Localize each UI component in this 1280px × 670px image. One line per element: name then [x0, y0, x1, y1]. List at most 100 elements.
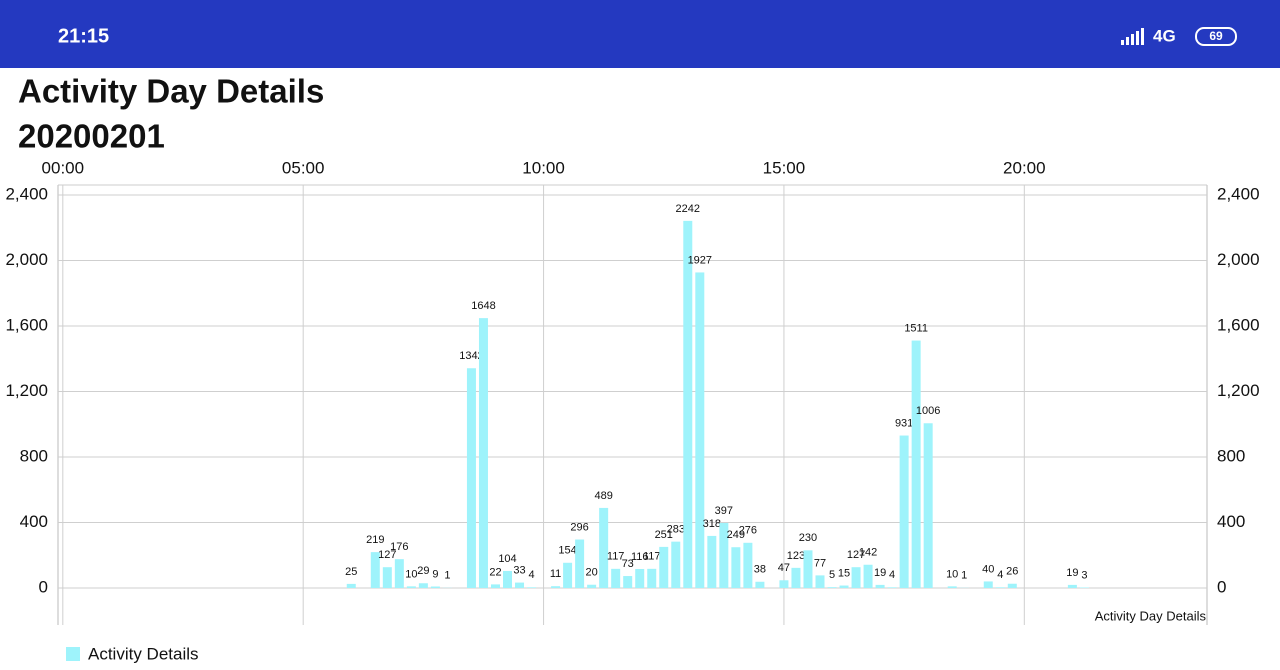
y-tick-label: 2,400 — [5, 184, 48, 203]
bar — [839, 585, 849, 588]
y-tick-label: 1,600 — [5, 315, 48, 334]
bar-value-label: 1927 — [688, 254, 712, 266]
bar-value-label: 489 — [594, 490, 612, 502]
bar — [743, 542, 753, 588]
bar — [382, 567, 392, 588]
bar — [406, 586, 416, 588]
bar — [923, 423, 933, 588]
x-tick-label: 05:00 — [282, 158, 325, 177]
bar — [1007, 583, 1017, 588]
bar-value-label: 10 — [946, 568, 958, 580]
bar — [478, 318, 488, 588]
bar-value-label: 318 — [703, 518, 721, 530]
bar-value-label: 10 — [405, 568, 417, 580]
bar — [527, 587, 537, 588]
bar-value-label: 127 — [847, 549, 865, 561]
bar — [899, 435, 909, 588]
bar — [346, 583, 356, 588]
bar-value-label: 251 — [655, 529, 673, 541]
bar-value-label: 116 — [631, 551, 649, 563]
network-type: 4G — [1153, 26, 1176, 45]
bar — [719, 522, 729, 588]
bar-value-label: 127 — [378, 549, 396, 561]
bar — [695, 272, 705, 588]
x-tick-label: 10:00 — [522, 158, 565, 177]
bar-value-label: 5 — [829, 569, 835, 581]
bar — [370, 552, 380, 588]
bar — [611, 568, 621, 588]
legend-label: Activity Details — [88, 644, 199, 663]
y-tick-label-right: 2,400 — [1217, 184, 1260, 203]
status-time: 21:15 — [58, 25, 109, 47]
bar-value-label: 1342 — [459, 350, 483, 362]
page-title: Activity Day Details — [18, 73, 324, 110]
y-tick-label-right: 2,000 — [1217, 250, 1260, 269]
bar-value-label: 11 — [550, 568, 561, 580]
bar — [911, 340, 921, 588]
bar-value-label: 22 — [489, 566, 501, 578]
bar-value-label: 73 — [622, 558, 634, 570]
y-tick-label-right: 400 — [1217, 512, 1245, 531]
bar — [418, 583, 428, 588]
bar — [623, 576, 633, 588]
bar — [731, 547, 741, 588]
bar-value-label: 123 — [787, 550, 805, 562]
bar — [515, 582, 525, 588]
bar — [851, 567, 861, 588]
y-tick-label: 400 — [20, 512, 48, 531]
bar-value-label: 117 — [607, 551, 625, 563]
bar-value-label: 33 — [513, 564, 525, 576]
y-tick-label: 0 — [39, 577, 48, 596]
bar-value-label: 1648 — [471, 300, 495, 312]
bar — [815, 575, 825, 588]
battery-level: 69 — [1209, 29, 1223, 43]
bar — [827, 587, 837, 588]
bar — [503, 570, 513, 588]
bar — [995, 587, 1005, 588]
bar — [563, 562, 573, 588]
bar — [779, 580, 789, 588]
bar-value-label: 4 — [997, 569, 1003, 581]
bar-value-label: 25 — [345, 566, 357, 578]
y-tick-label-right: 0 — [1217, 577, 1226, 596]
bar-value-label: 2242 — [676, 203, 700, 215]
bar — [671, 541, 681, 588]
bar-value-label: 15 — [838, 567, 850, 579]
x-tick-label: 20:00 — [1003, 158, 1046, 177]
bar — [983, 581, 993, 588]
bar — [659, 546, 669, 588]
x-tick-label: 00:00 — [42, 158, 85, 177]
y-tick-label: 800 — [20, 446, 48, 465]
y-tick-label-right: 1,600 — [1217, 315, 1260, 334]
bar-value-label: 117 — [643, 551, 661, 563]
chart-description: Activity Day Details — [1095, 608, 1207, 623]
bar-value-label: 142 — [859, 547, 877, 559]
bar-value-label: 1511 — [904, 322, 928, 334]
bar — [683, 220, 693, 588]
bar-value-label: 104 — [498, 553, 516, 565]
status-bar — [0, 0, 1280, 68]
bar — [466, 368, 476, 588]
bar-value-label: 19 — [874, 567, 886, 579]
bar-value-label: 230 — [799, 532, 817, 544]
bar-value-label: 38 — [754, 564, 766, 576]
bar-value-label: 77 — [814, 557, 826, 569]
bar-value-label: 176 — [390, 541, 408, 553]
page-date: 20200201 — [18, 118, 165, 155]
y-tick-label: 1,200 — [5, 381, 48, 400]
bar — [791, 567, 801, 588]
bar — [575, 539, 585, 588]
bar-value-label: 249 — [727, 529, 745, 541]
y-tick-label: 2,000 — [5, 250, 48, 269]
bar — [394, 559, 404, 588]
bar-value-label: 283 — [667, 524, 685, 536]
bar — [599, 507, 609, 588]
bar — [887, 587, 897, 588]
bar — [551, 586, 561, 588]
bar — [875, 584, 885, 588]
battery-icon — [1195, 27, 1237, 46]
y-tick-label-right: 800 — [1217, 446, 1245, 465]
bar-value-label: 397 — [715, 505, 733, 517]
